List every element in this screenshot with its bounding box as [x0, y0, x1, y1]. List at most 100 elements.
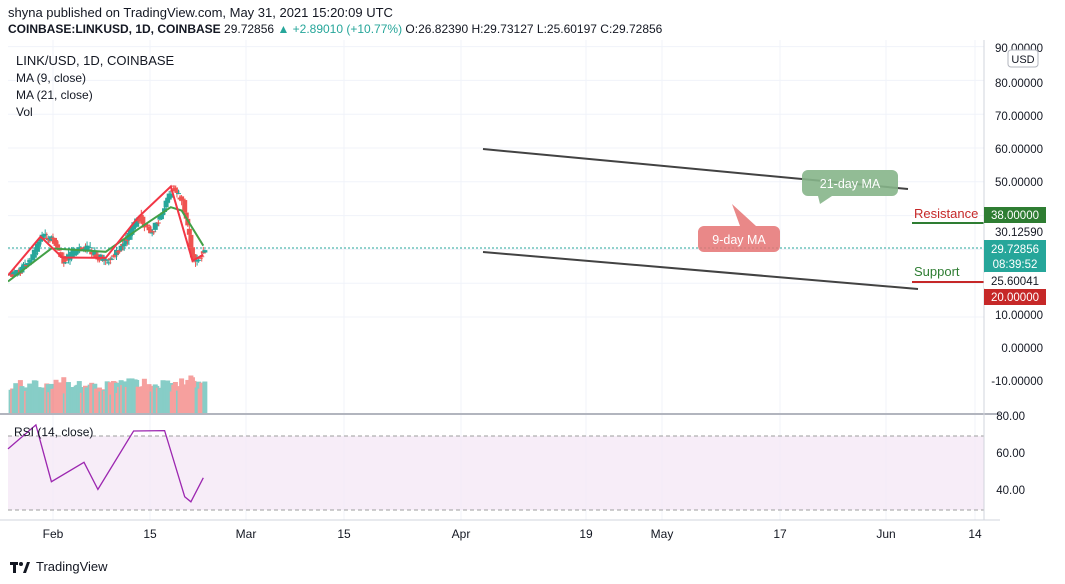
- tradingview-brand[interactable]: TradingView: [36, 559, 108, 574]
- candle-body: [10, 274, 16, 277]
- rsi-line: [7, 423, 204, 503]
- symbol-label: COINBASE:LINKUSD, 1D, COINBASE: [8, 22, 221, 36]
- time-axis[interactable]: Feb 15 Mar 15 Apr 19 May 17 Jun 14: [43, 527, 982, 541]
- price-tag: [984, 240, 1046, 272]
- candle-body: [24, 264, 30, 267]
- candle-body: [189, 247, 195, 258]
- volume-bar: [202, 381, 208, 413]
- candle-body: [52, 237, 57, 244]
- candle-body: [171, 185, 177, 187]
- rsi-axis[interactable]: 80.00 60.00 40.00: [996, 411, 1025, 497]
- candle-body: [98, 254, 104, 258]
- ma9-line: [8, 184, 204, 277]
- candle-body: [11, 271, 17, 275]
- candle-body: [69, 251, 75, 258]
- candle-body: [165, 198, 171, 203]
- time-tick-label: Mar: [236, 527, 257, 541]
- candle-body: [148, 229, 154, 234]
- candle-body: [109, 258, 115, 260]
- close-value: C:29.72856: [600, 22, 663, 36]
- candle-body: [131, 225, 137, 230]
- ma9-bubble-label: 9-day MA: [712, 233, 766, 247]
- price-tick-label: 10.00000: [995, 310, 1043, 322]
- candle-body: [34, 243, 40, 252]
- candle-body: [84, 245, 90, 250]
- time-tick-label: 15: [337, 527, 351, 541]
- candle-body: [129, 226, 135, 235]
- candle-body: [172, 187, 178, 191]
- candle-body: [36, 242, 42, 245]
- candle-body: [140, 216, 146, 224]
- candle-body: [41, 234, 47, 237]
- candle-body: [202, 250, 208, 253]
- candle-body: [176, 193, 181, 195]
- candle-body: [27, 260, 33, 263]
- time-tick-label: May: [651, 527, 674, 541]
- ma9-bubble: [698, 204, 780, 252]
- support-label: Support: [914, 264, 960, 279]
- ma21-bubble-label: 21-day MA: [820, 177, 881, 191]
- rsi-tick-label: 40.00: [996, 485, 1025, 497]
- candle-body: [75, 251, 81, 253]
- candle-body: [8, 272, 14, 276]
- candle-body: [61, 255, 67, 264]
- price-change: ▲ +2.89010 (+10.77%): [277, 22, 403, 36]
- low-tag: [984, 273, 1046, 288]
- candle-body: [151, 231, 157, 233]
- legend-vol: Vol: [16, 105, 33, 119]
- rsi-band: [8, 436, 984, 510]
- price-tag-text: 29.72856: [991, 244, 1039, 256]
- candle-body: [21, 265, 26, 268]
- candle-body: [65, 254, 71, 259]
- time-tick-label: 14: [968, 527, 982, 541]
- symbol-quote-line: COINBASE:LINKUSD, 1D, COINBASE 29.72856 …: [8, 22, 662, 36]
- channel-lower-line[interactable]: [482, 251, 919, 290]
- candle-body: [79, 247, 85, 250]
- rsi-tick-label: 80.00: [996, 411, 1025, 423]
- candle-body: [186, 228, 192, 235]
- candle-body: [55, 244, 61, 248]
- ma21-line: [8, 206, 205, 283]
- candle-body: [121, 243, 127, 247]
- ma21-bubble: [802, 170, 898, 204]
- candle-body: [180, 198, 186, 200]
- low-value: L:25.60197: [536, 22, 597, 36]
- candle-body: [197, 257, 203, 259]
- candle-body: [152, 222, 158, 230]
- candle-body: [118, 245, 124, 251]
- candle-body: [96, 258, 102, 261]
- candle-body: [154, 223, 160, 227]
- price-axis[interactable]: 90.0000080.0000070.0000060.0000050.00000…: [991, 43, 1043, 388]
- candle-body: [183, 212, 189, 219]
- candle-body: [25, 263, 31, 266]
- currency-box[interactable]: [1007, 49, 1039, 68]
- candle-body: [162, 208, 168, 212]
- time-tick-label: Apr: [452, 527, 471, 541]
- candle-body: [146, 226, 152, 231]
- time-tick-label: 19: [579, 527, 593, 541]
- legend-rsi: RSI (14, close): [14, 425, 93, 439]
- resistance-tag-text: 38.00000: [991, 210, 1039, 222]
- price-tick-label: 80.00000: [995, 78, 1043, 90]
- candle-body: [38, 238, 44, 242]
- time-tick-label: 17: [773, 527, 787, 541]
- candle-body: [163, 200, 169, 208]
- candle-body: [191, 254, 197, 262]
- price-tick-label: 0.00000: [1001, 343, 1043, 355]
- candle-body: [196, 259, 202, 261]
- candle-body: [168, 193, 174, 198]
- candle-body: [114, 249, 119, 256]
- candle-body: [53, 241, 59, 246]
- tradingview-logo-icon[interactable]: [10, 560, 30, 574]
- price-tick-label: 30.12590: [995, 227, 1043, 239]
- countdown-text: 08:39:52: [993, 259, 1038, 271]
- publisher-line: shyna published on TradingView.com, May …: [8, 5, 393, 20]
- price-chart[interactable]: 21-day MA 9-day MA Resistance Support LI…: [0, 40, 1065, 552]
- footer: TradingView: [0, 552, 1065, 584]
- time-tick-label: Jun: [876, 527, 895, 541]
- legend-title: LINK/USD, 1D, COINBASE: [16, 53, 175, 68]
- candle-body: [22, 264, 28, 266]
- candle-body: [115, 251, 121, 253]
- candle-body: [112, 255, 118, 257]
- low-tag-text: 25.60041: [991, 276, 1039, 288]
